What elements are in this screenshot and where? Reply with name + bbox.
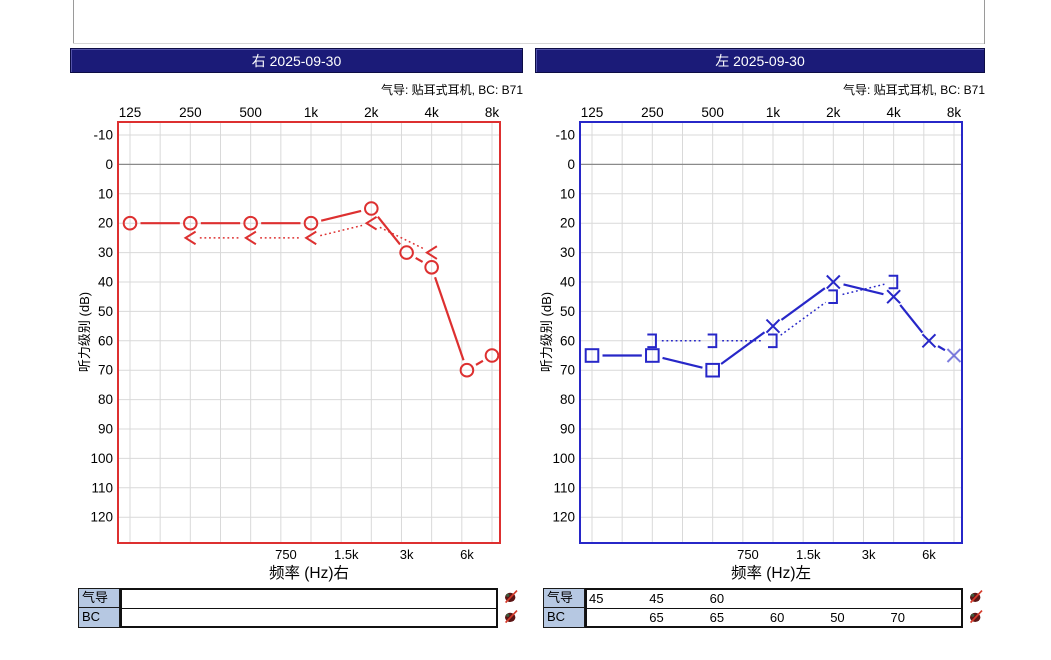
- svg-text:6k: 6k: [922, 547, 936, 562]
- svg-text:40: 40: [98, 275, 113, 290]
- air-conduction-values-row[interactable]: [122, 590, 496, 609]
- svg-text:1.5k: 1.5k: [334, 547, 359, 562]
- svg-text:125: 125: [119, 105, 142, 120]
- bone-conduction-row-label: BC: [78, 607, 120, 628]
- svg-text:频率 (Hz)右: 频率 (Hz)右: [269, 564, 349, 582]
- svg-text:0: 0: [567, 157, 575, 172]
- svg-text:750: 750: [275, 547, 297, 562]
- svg-text:125: 125: [581, 105, 604, 120]
- table-value[interactable]: 45: [649, 591, 664, 606]
- top-panel-shadow: [73, 43, 984, 44]
- top-panel-remnant: [73, 0, 985, 44]
- svg-text:6k: 6k: [460, 547, 474, 562]
- svg-text:4k: 4k: [425, 105, 440, 120]
- air-conduction-values-row[interactable]: 45 45 60: [587, 590, 961, 609]
- svg-text:20: 20: [98, 216, 113, 231]
- svg-text:110: 110: [91, 480, 113, 495]
- svg-text:100: 100: [90, 451, 113, 466]
- row-audio-icons: [503, 588, 521, 628]
- table-value[interactable]: 65: [649, 610, 664, 625]
- svg-text:1k: 1k: [766, 105, 781, 120]
- svg-text:1.5k: 1.5k: [796, 547, 821, 562]
- svg-text:90: 90: [560, 422, 575, 437]
- svg-text:500: 500: [239, 105, 262, 120]
- left-ear-audiogram-chart[interactable]: 125 250 500 1k 2k 4k 8k -10 0 10 20 30 40 50 60 70 80 90 1…: [540, 98, 992, 586]
- svg-text:3k: 3k: [862, 547, 876, 562]
- svg-text:500: 500: [701, 105, 724, 120]
- svg-text:250: 250: [641, 105, 664, 120]
- svg-text:20: 20: [560, 216, 575, 231]
- muted-audio-icon[interactable]: [503, 590, 519, 604]
- table-value[interactable]: 65: [709, 610, 725, 625]
- svg-text:750: 750: [737, 547, 759, 562]
- svg-text:30: 30: [560, 245, 575, 260]
- svg-text:频率 (Hz)左: 频率 (Hz)左: [731, 564, 811, 582]
- svg-text:听力级别 (dB): 听力级别 (dB): [540, 292, 554, 372]
- left-ear-header-bar[interactable]: 左 2025-09-30: [535, 48, 985, 73]
- svg-text:60: 60: [560, 333, 575, 348]
- bone-conduction-row-label: BC: [543, 607, 585, 628]
- muted-audio-icon[interactable]: [503, 610, 519, 624]
- table-value[interactable]: 45: [589, 591, 604, 606]
- left-ear-table-cells[interactable]: 45 45 60 65 65 60 50 70: [585, 588, 963, 628]
- svg-text:10: 10: [560, 186, 575, 201]
- svg-text:0: 0: [105, 157, 113, 172]
- svg-text:40: 40: [560, 275, 575, 290]
- svg-text:80: 80: [560, 392, 575, 407]
- svg-text:120: 120: [552, 510, 575, 525]
- svg-text:8k: 8k: [947, 105, 962, 120]
- svg-text:3k: 3k: [400, 547, 414, 562]
- svg-text:110: 110: [553, 480, 575, 495]
- svg-text:60: 60: [98, 333, 113, 348]
- svg-text:4k: 4k: [887, 105, 902, 120]
- svg-text:100: 100: [552, 451, 575, 466]
- right-ear-header-bar[interactable]: 右 2025-09-30: [70, 48, 523, 73]
- right-ear-table-cells[interactable]: [120, 588, 498, 628]
- svg-text:听力级别 (dB): 听力级别 (dB): [78, 292, 92, 372]
- bone-conduction-values-row[interactable]: 65 65 60 50 70: [587, 609, 961, 627]
- table-value[interactable]: 70: [890, 610, 905, 625]
- air-conduction-row-label: 气导: [543, 588, 585, 608]
- left-ear-transducer-label: 气导: 贴耳式耳机, BC: B71: [842, 83, 985, 97]
- svg-text:50: 50: [98, 304, 113, 319]
- svg-text:30: 30: [98, 245, 113, 260]
- svg-text:120: 120: [90, 510, 113, 525]
- table-value[interactable]: 60: [769, 610, 785, 625]
- svg-text:10: 10: [98, 186, 113, 201]
- svg-text:8k: 8k: [485, 105, 500, 120]
- svg-text:70: 70: [560, 363, 575, 378]
- svg-text:250: 250: [179, 105, 202, 120]
- svg-text:50: 50: [560, 304, 575, 319]
- right-ear-audiogram-chart[interactable]: 125 250 500 1k 2k 4k 8k -10 0 10 20 30 40 50 60 70 80 90 1…: [78, 98, 530, 586]
- bone-conduction-values-row[interactable]: [122, 609, 496, 627]
- table-value[interactable]: 60: [709, 591, 725, 606]
- svg-text:2k: 2k: [826, 105, 841, 120]
- svg-text:1k: 1k: [304, 105, 319, 120]
- row-audio-icons: [968, 588, 986, 628]
- air-conduction-row-label: 气导: [78, 588, 120, 608]
- svg-text:90: 90: [98, 422, 113, 437]
- muted-audio-icon[interactable]: [968, 610, 984, 624]
- svg-text:80: 80: [98, 392, 113, 407]
- table-value[interactable]: 50: [830, 610, 845, 625]
- svg-text:-10: -10: [555, 128, 575, 143]
- muted-audio-icon[interactable]: [968, 590, 984, 604]
- svg-text:70: 70: [98, 363, 113, 378]
- svg-text:-10: -10: [93, 128, 113, 143]
- svg-text:2k: 2k: [364, 105, 379, 120]
- right-ear-transducer-label: 气导: 贴耳式耳机, BC: B71: [380, 83, 523, 97]
